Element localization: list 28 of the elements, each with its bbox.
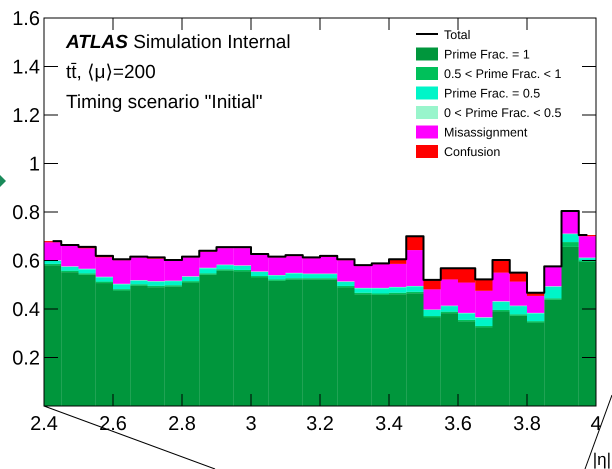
x-tick-label: 3.8 [513, 413, 541, 435]
x-tick-label: 3.4 [375, 413, 403, 435]
y-tick-label: 0.2 [12, 348, 40, 370]
x-tick-label: 3 [245, 413, 257, 435]
legend-label: Prime Frac. = 0.5 [444, 86, 540, 100]
y-tick-label: 1.2 [12, 105, 40, 127]
x-tick-label: 4 [590, 413, 602, 435]
legend-label: Confusion [444, 145, 500, 159]
legend-label: Misassignment [444, 126, 528, 140]
y-tick-label: 1.4 [12, 56, 40, 78]
y-tick-label: 0.4 [12, 299, 40, 321]
x-axis-title: |η| [592, 450, 611, 469]
annotation: tt̄, ⟨μ⟩=200 [66, 62, 156, 83]
x-tick-label: 2.8 [168, 413, 196, 435]
annotation: Timing scenario "Initial" [66, 92, 263, 113]
legend-label: Prime Frac. = 1 [444, 48, 530, 62]
annotation: ATLAS Simulation Internal [65, 32, 291, 53]
x-tick-label: 3.2 [306, 413, 334, 435]
legend-label: Total [444, 28, 470, 42]
y-tick-label: 0.6 [12, 250, 40, 272]
y-tick-label: 0.8 [12, 202, 40, 224]
x-tick-label: 3.6 [444, 413, 472, 435]
legend-label: 0.5 < Prime Frac. < 1 [444, 67, 562, 81]
x-tick-label: 2.6 [99, 413, 127, 435]
x-tick-label: 2.4 [30, 413, 58, 435]
legend-label: 0 < Prime Frac. < 0.5 [444, 106, 562, 120]
y-tick-label: 1 [28, 154, 40, 176]
y-tick-label: 1.6 [12, 8, 40, 30]
